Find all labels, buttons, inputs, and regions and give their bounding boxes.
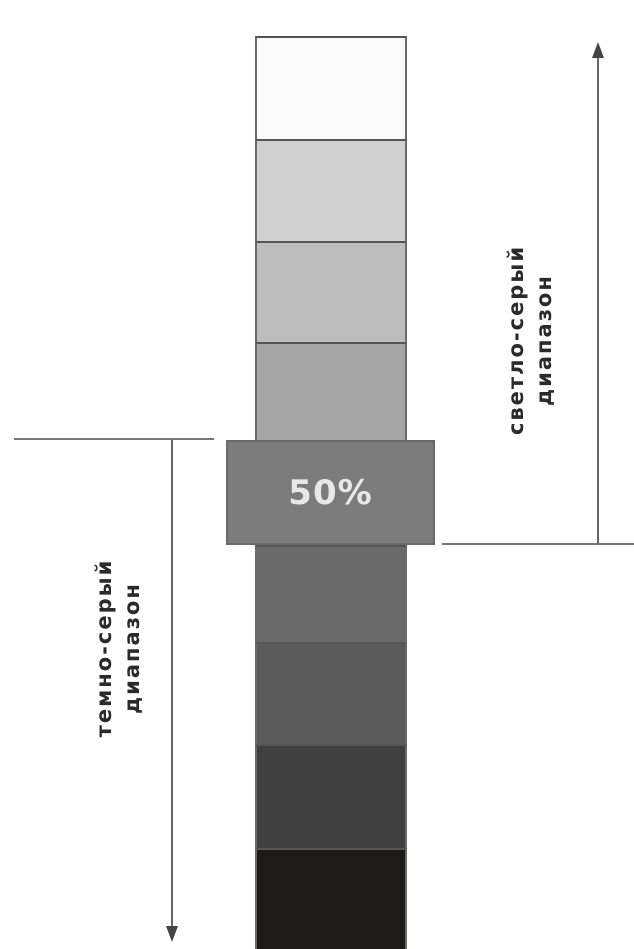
- gray-step-8: [255, 848, 407, 949]
- midpoint-label: 50%: [288, 472, 373, 513]
- midpoint-box: 50%: [226, 440, 435, 545]
- gray-step-6: [255, 642, 407, 744]
- gray-step-2: [255, 139, 407, 241]
- dark-range-label: темно-серый диапазон: [92, 558, 144, 738]
- light-range-arrowhead: [592, 42, 604, 58]
- gray-step-1: [255, 36, 407, 139]
- gray-step-4: [255, 342, 407, 442]
- light-range-label: светло-серый диапазон: [504, 244, 556, 436]
- gray-step-7: [255, 744, 407, 848]
- gray-step-5: [255, 545, 407, 642]
- gray-step-3: [255, 241, 407, 342]
- dark-range-arrowhead: [166, 926, 178, 942]
